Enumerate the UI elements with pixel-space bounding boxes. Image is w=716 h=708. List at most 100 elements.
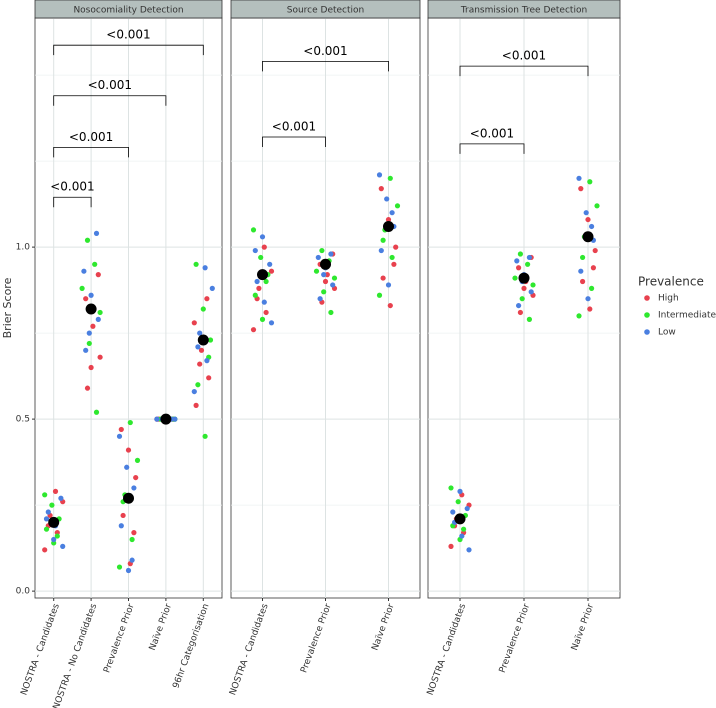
legend-title: Prevalence [638, 275, 704, 289]
significance-label: <0.001 [470, 126, 514, 140]
data-point [92, 261, 98, 267]
data-point [43, 526, 50, 532]
significance-label: <0.001 [303, 44, 347, 58]
data-point [450, 509, 456, 515]
y-tick-label: 0.5 [16, 415, 30, 425]
data-point [516, 302, 522, 309]
data-point [380, 237, 386, 243]
mean-point [320, 258, 331, 270]
data-point [93, 230, 100, 236]
data-point [448, 485, 454, 491]
data-point [587, 179, 593, 185]
facet-strip [427, 0, 621, 19]
legend-swatch [644, 312, 650, 318]
data-point [389, 210, 395, 216]
mean-point [160, 413, 172, 425]
data-point [464, 505, 470, 512]
data-point [587, 306, 593, 312]
data-point [466, 547, 472, 553]
data-point [83, 347, 89, 353]
data-point [49, 502, 55, 508]
data-point [172, 416, 178, 422]
data-point [133, 474, 139, 481]
mean-point [123, 492, 134, 504]
data-point [526, 254, 533, 261]
data-point [589, 285, 595, 291]
data-point [90, 323, 96, 329]
data-point [448, 543, 454, 549]
data-point [328, 309, 334, 316]
data-point [376, 292, 383, 298]
data-point [319, 247, 325, 254]
data-point [391, 261, 397, 267]
x-tick-label: 96hr Categorisation [171, 602, 211, 689]
data-point [256, 285, 262, 291]
data-point [521, 285, 527, 291]
data-point [384, 196, 390, 202]
data-point [530, 282, 536, 288]
data-point [261, 299, 267, 305]
data-point [254, 278, 260, 285]
data-point [84, 237, 91, 243]
data-point [526, 316, 533, 322]
data-point [461, 526, 467, 532]
data-point [380, 275, 386, 281]
data-point [317, 296, 323, 302]
data-point [193, 402, 199, 408]
data-point [202, 265, 208, 271]
data-point [393, 244, 399, 250]
x-tick-label: Naïve Prior [148, 602, 174, 652]
data-point [116, 564, 123, 570]
significance-bracket [262, 136, 326, 148]
significance-bracket [53, 95, 167, 106]
significance-label: <0.001 [502, 49, 546, 63]
data-point [517, 309, 524, 316]
data-point [385, 216, 392, 223]
data-point [191, 388, 197, 395]
data-point [514, 258, 520, 264]
data-point [124, 464, 130, 470]
data-point [376, 172, 383, 178]
x-tick-label: NOSTRA - Candidates [228, 602, 271, 697]
data-point [154, 416, 160, 422]
data-point [204, 358, 210, 364]
data-point [585, 216, 591, 223]
data-point [252, 292, 258, 298]
data-point [578, 186, 584, 192]
significance-label: <0.001 [88, 78, 132, 92]
data-point [95, 272, 101, 278]
data-point [259, 234, 266, 240]
x-tick-label: NOSTRA - Candidates [19, 602, 62, 697]
facet-title: Source Detection [287, 6, 365, 16]
data-point [116, 433, 123, 439]
data-point [576, 313, 582, 319]
data-point [81, 268, 87, 274]
data-point [60, 543, 66, 549]
y-tick-label: 1.0 [16, 243, 31, 253]
facet-title: Transmission Tree Detection [460, 6, 587, 16]
x-tick-label: Prevalence Prior [102, 602, 136, 674]
facet-strip [230, 0, 421, 19]
data-point [315, 254, 321, 261]
data-point [204, 296, 210, 302]
data-point [324, 272, 330, 278]
data-point [580, 278, 586, 285]
significance-label: <0.001 [106, 28, 150, 42]
data-point [268, 320, 275, 326]
data-point [95, 316, 101, 322]
data-point [42, 492, 48, 498]
data-point [378, 247, 384, 254]
data-point [322, 278, 329, 285]
data-point [200, 306, 206, 312]
data-point [263, 278, 269, 285]
data-point [261, 244, 267, 250]
data-point [387, 175, 393, 181]
mean-point [48, 516, 60, 528]
data-point [118, 426, 124, 433]
data-point [83, 296, 89, 302]
data-point [43, 516, 50, 522]
data-point [455, 499, 461, 505]
data-point [321, 272, 327, 278]
legend-label: High [658, 294, 679, 304]
